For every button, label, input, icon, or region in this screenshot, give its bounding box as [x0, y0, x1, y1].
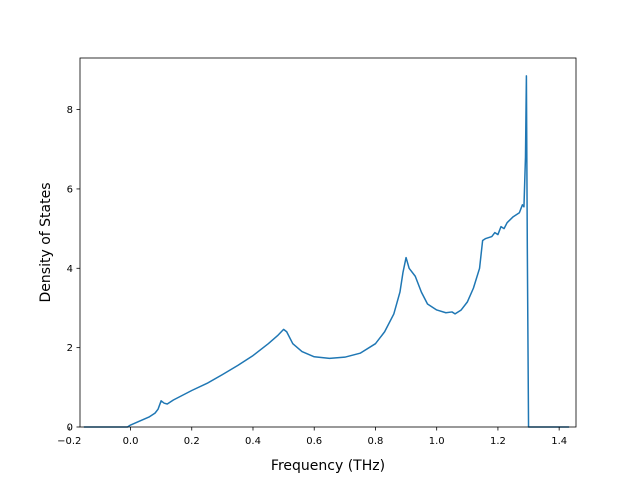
x-tick-label: 1.0: [429, 436, 445, 447]
y-axis-label: Density of States: [38, 183, 54, 303]
x-axis-ticks: −0.2 0.0 0.2 0.4 0.6 0.8 1.0 1.2 1.4: [57, 427, 567, 447]
x-tick-label: 0.4: [245, 436, 261, 447]
axes-frame: [79, 57, 577, 428]
x-tick-label: 1.4: [551, 436, 567, 447]
y-tick-label: 0: [67, 423, 73, 434]
plot-area: [83, 75, 570, 428]
dos-series-line: [83, 75, 570, 428]
x-tick-label: 0.6: [306, 436, 322, 447]
y-tick-label: 8: [67, 105, 73, 116]
x-tick-label: 0.0: [123, 436, 139, 447]
y-tick-label: 2: [67, 343, 73, 354]
x-tick-label: 1.2: [490, 436, 506, 447]
x-tick-label: 0.8: [368, 436, 384, 447]
x-tick-label: −0.2: [57, 436, 81, 447]
y-axis-ticks: 0 2 4 6 8: [67, 105, 80, 434]
x-axis-label: Frequency (THz): [271, 458, 385, 474]
y-tick-label: 6: [67, 184, 73, 195]
y-tick-label: 4: [67, 264, 73, 275]
x-tick-label: 0.2: [184, 436, 200, 447]
